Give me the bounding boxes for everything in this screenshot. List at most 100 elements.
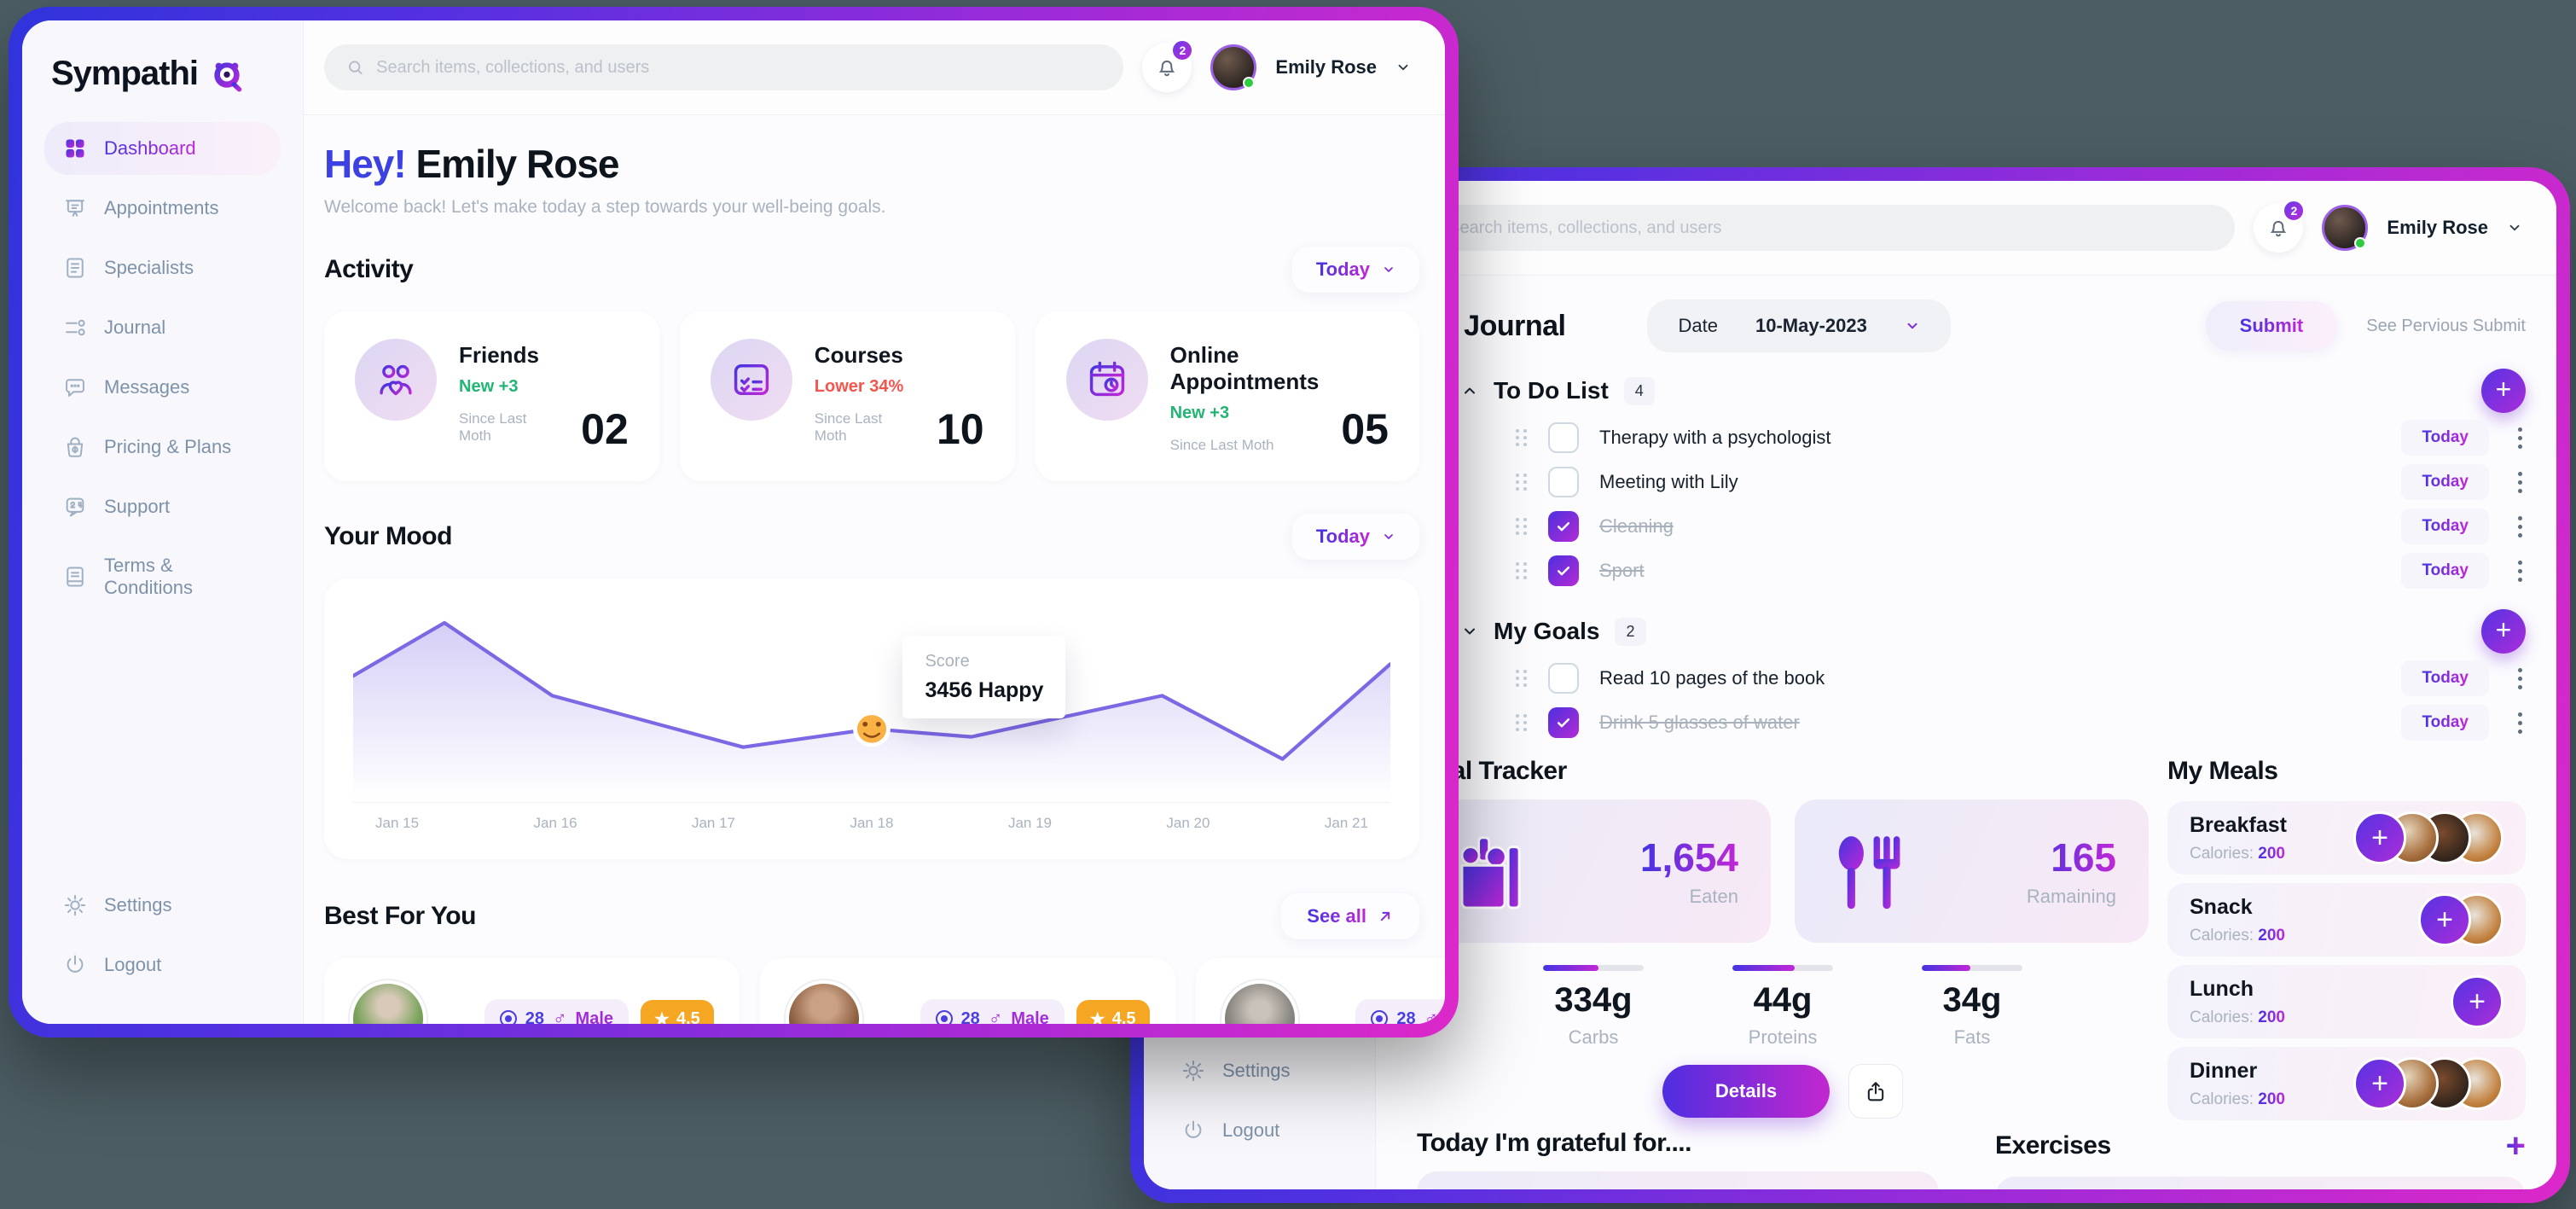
section-title: To Do List: [1494, 377, 1609, 404]
more-options-icon[interactable]: [2515, 468, 2526, 497]
due-badge: Today: [2401, 553, 2489, 589]
goal-checkbox[interactable]: [1548, 663, 1579, 694]
rating-badge: ★ 4.5: [1076, 999, 1150, 1024]
specialist-card[interactable]: 28 ♂ Male ★4.5 Emma Jhons Mental Therapi…: [759, 958, 1175, 1024]
search-icon: [349, 61, 363, 75]
drag-handle-icon[interactable]: [1516, 562, 1528, 579]
sidebar-item-settings[interactable]: Settings: [44, 879, 281, 932]
macro-progress-bar: [1543, 965, 1644, 971]
support-24-icon: [63, 495, 87, 519]
todo-checkbox[interactable]: [1548, 555, 1579, 586]
see-all-button[interactable]: See all: [1281, 893, 1419, 939]
sidebar-item-terms[interactable]: Terms & Conditions: [44, 540, 281, 613]
sidebar-item-pricing[interactable]: Pricing & Plans: [44, 421, 281, 474]
todo-item: Meeting with Lily Today: [1417, 460, 2526, 504]
document-list-icon: [63, 256, 87, 280]
sidebar-item-logout[interactable]: Logout: [1163, 1104, 1356, 1157]
add-meal-button[interactable]: +: [2353, 811, 2406, 864]
mood-emoji-marker: [853, 711, 891, 747]
notifications-button[interactable]: 2: [2254, 200, 2306, 253]
avatar[interactable]: [1210, 44, 1257, 90]
age-icon: [499, 1010, 517, 1024]
see-previous-submit-link[interactable]: See Pervious Submit: [2366, 316, 2526, 335]
sidebar-item-settings[interactable]: Settings: [1163, 1044, 1356, 1097]
section-title: Best For You: [324, 902, 476, 930]
specialist-avatar: [785, 980, 862, 1024]
drag-handle-icon[interactable]: [1516, 670, 1528, 687]
goal-item: Read 10 pages of the book Today: [1417, 656, 2526, 700]
more-options-icon[interactable]: [2515, 424, 2526, 452]
star-icon: ★: [654, 1009, 670, 1025]
todo-section-header: To Do List 4 +: [1417, 366, 2526, 416]
drag-handle-icon[interactable]: [1516, 714, 1528, 731]
meal-tracker-section: Meal Tracker 1,654 Eaten: [1417, 757, 2149, 1120]
goal-checkbox[interactable]: [1548, 707, 1579, 738]
app-name: Sympathi: [51, 55, 199, 92]
chevron-down-icon[interactable]: [1395, 60, 1411, 75]
mood-filter-dropdown[interactable]: Today: [1291, 514, 1419, 560]
add-meal-button[interactable]: +: [2353, 1057, 2406, 1110]
avatar[interactable]: [2322, 205, 2369, 251]
more-options-icon[interactable]: [2515, 665, 2526, 693]
rating-badge: ★ 4.5: [641, 999, 714, 1025]
chevron-down-icon[interactable]: [2507, 220, 2522, 235]
chevron-down-icon: [1907, 323, 1917, 329]
todo-checkbox[interactable]: [1548, 511, 1579, 542]
sidebar: Sympathi Dashboard Appointments: [22, 20, 304, 1024]
age-gender-badge: 28 ♂ Male: [484, 999, 629, 1024]
todo-checkbox[interactable]: [1548, 467, 1579, 497]
more-options-icon[interactable]: [2515, 513, 2526, 541]
sidebar-item-specialists[interactable]: Specialists: [44, 241, 281, 294]
sidebar-item-label: Appointments: [104, 197, 219, 218]
sidebar-item-support[interactable]: Support: [44, 480, 281, 533]
drag-handle-icon[interactable]: [1516, 429, 1528, 446]
dashboard-window: Sympathi Dashboard Appointments: [9, 7, 1459, 1038]
more-options-icon[interactable]: [2515, 557, 2526, 585]
todo-checkbox[interactable]: [1548, 422, 1579, 453]
notifications-button[interactable]: 2: [1142, 39, 1194, 92]
activity-filter-dropdown[interactable]: Today: [1291, 247, 1419, 293]
add-meal-button[interactable]: +: [2451, 975, 2503, 1028]
submit-button[interactable]: Submit: [2205, 301, 2338, 351]
date-picker[interactable]: Date 10-May-2023: [1647, 299, 1951, 352]
exercise-card[interactable]: ♥: [1995, 1177, 2526, 1189]
notification-badge: 2: [2283, 200, 2306, 222]
eaten-value: 1,654: [1639, 835, 1738, 880]
add-exercise-button[interactable]: +: [2505, 1127, 2526, 1165]
share-button[interactable]: [1848, 1064, 1904, 1119]
add-todo-button[interactable]: +: [2481, 369, 2526, 413]
sidebar-item-appointments[interactable]: Appointments: [44, 182, 281, 235]
grateful-input-card[interactable]: [1417, 1171, 1939, 1189]
collapse-icon[interactable]: [1461, 623, 1478, 640]
macro-progress-bar: [1732, 965, 1833, 971]
search-input[interactable]: [376, 57, 1102, 78]
sidebar-item-dashboard[interactable]: Dashboard: [44, 122, 281, 175]
section-title: Meal Tracker: [1417, 757, 1567, 785]
date-label: Date: [1678, 315, 1718, 336]
due-badge: Today: [2401, 660, 2489, 696]
sidebar-item-label: Support: [104, 496, 171, 517]
more-options-icon[interactable]: [2515, 709, 2526, 737]
section-title: My Meals: [2167, 757, 2278, 785]
sidebar-item-logout[interactable]: Logout: [44, 939, 281, 991]
details-button[interactable]: Details: [1662, 1065, 1830, 1118]
sidebar-item-label: Logout: [104, 954, 162, 975]
add-meal-button[interactable]: +: [2418, 893, 2471, 946]
specialist-card[interactable]: 28 ♂ Male ★4.5 Anna Willson Fitness Coac…: [324, 958, 740, 1024]
meal-card-lunch: Lunch Calories: 200 +: [2167, 965, 2526, 1038]
age-gender-badge: 28 ♂ Male: [920, 999, 1065, 1024]
todo-item: Cleaning Today: [1417, 504, 2526, 549]
add-goal-button[interactable]: +: [2481, 609, 2526, 654]
search-input[interactable]: [1448, 218, 2213, 238]
macros-row: 334g Carbs 44g Proteins: [1417, 965, 2149, 1049]
drag-handle-icon[interactable]: [1516, 474, 1528, 491]
sidebar-item-messages[interactable]: Messages: [44, 361, 281, 414]
sidebar-item-journal[interactable]: Journal: [44, 301, 281, 354]
greeting-title: Hey! Emily Rose: [324, 142, 620, 186]
search-bar[interactable]: [1396, 205, 2236, 251]
journal-content: My Journal Date 10-May-2023 Submit See P…: [1376, 276, 2556, 1189]
drag-handle-icon[interactable]: [1516, 518, 1528, 535]
specialist-card[interactable]: 28 ♂ Male ★4.8 Gustavo Bravetti Life Coa…: [1195, 958, 1445, 1024]
search-bar[interactable]: [324, 44, 1124, 90]
collapse-icon[interactable]: [1461, 382, 1478, 399]
